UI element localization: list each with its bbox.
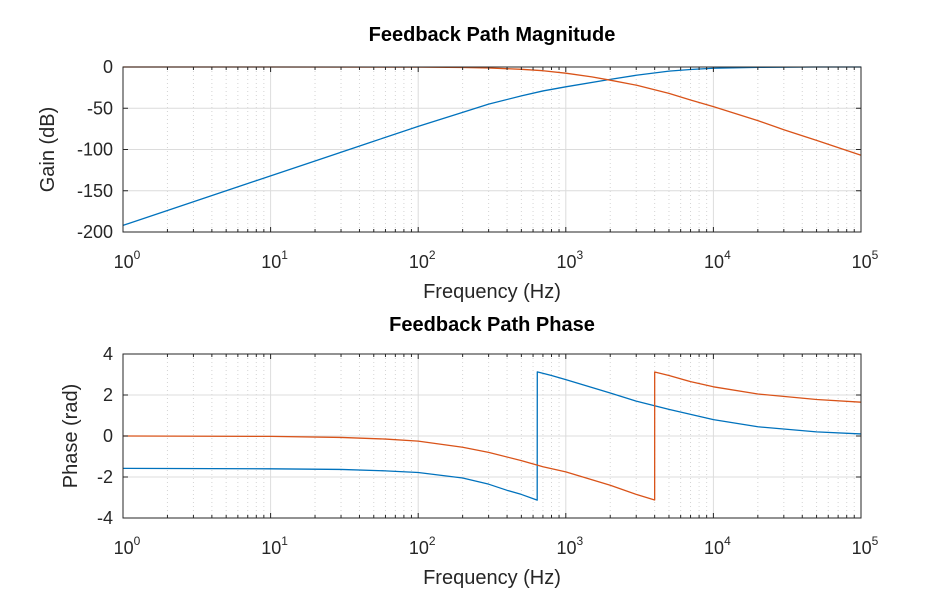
series-line-1: [122, 371, 862, 501]
x-tick-label: 103: [556, 248, 583, 272]
x-tick-label: 104: [704, 534, 731, 558]
y-tick-label: 2: [103, 385, 113, 405]
y-tick-label: 0: [103, 57, 113, 77]
x-axis-label: Frequency (Hz): [423, 567, 561, 589]
chart-title: Feedback Path Phase: [389, 314, 595, 336]
y-axis-label: Phase (rad): [60, 384, 82, 489]
chart-title: Feedback Path Magnitude: [369, 24, 616, 46]
chart-2: 100 101 102 103 104 105 -4 -2 0 2 4 Feedback Path P…: [60, 314, 879, 589]
x-axis-label: Frequency (Hz): [423, 281, 561, 303]
y-tick-label: -100: [77, 140, 113, 160]
x-tick-label: 100: [114, 248, 141, 272]
y-tick-label: 0: [103, 426, 113, 446]
y-tick-label: -4: [97, 508, 113, 528]
x-tick-label: 102: [409, 534, 436, 558]
x-tick-label: 100: [114, 534, 141, 558]
y-tick-label: -200: [77, 222, 113, 242]
x-tick-label: 103: [556, 534, 583, 558]
y-tick-label: 4: [103, 344, 113, 364]
y-tick-label: -2: [97, 467, 113, 487]
series-line-1: [122, 66, 861, 227]
x-tick-label: 101: [261, 534, 288, 558]
x-tick-label: 102: [409, 248, 436, 272]
series-line-2: [122, 371, 862, 501]
x-tick-label: 105: [852, 534, 879, 558]
x-tick-label: 105: [852, 248, 879, 272]
x-tick-label: 101: [261, 248, 288, 272]
y-tick-label: -150: [77, 181, 113, 201]
x-tick-label: 104: [704, 248, 731, 272]
y-axis-label: Gain (dB): [37, 107, 59, 193]
y-tick-label: -50: [87, 98, 113, 118]
chart-1: 100 101 102 103 104 105 -200 -150 -100 -50 0 Feedba…: [37, 24, 879, 303]
